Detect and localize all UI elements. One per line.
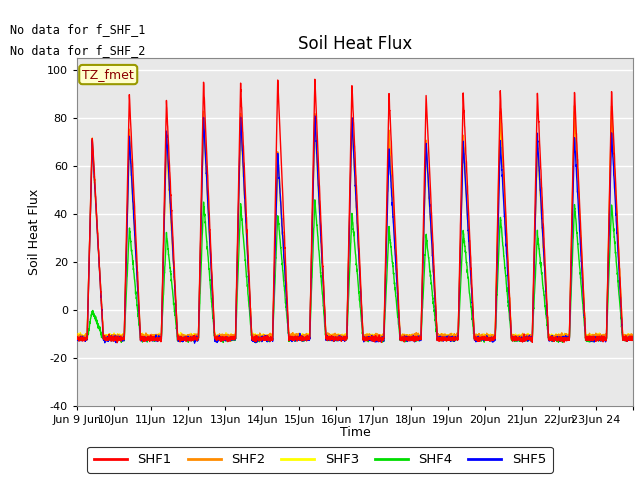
SHF1 <box>629 336 637 342</box>
SHF3 <box>608 108 616 114</box>
SHF5 <box>311 113 319 119</box>
SHF1 <box>73 335 81 341</box>
Legend: SHF1, SHF2, SHF3, SHF4, SHF5: SHF1, SHF2, SHF3, SHF4, SHF5 <box>87 447 553 473</box>
SHF2 <box>629 335 637 341</box>
SHF3 <box>577 228 584 234</box>
SHF3 <box>410 332 417 338</box>
SHF4 <box>73 336 81 342</box>
SHF1 <box>311 76 319 82</box>
SHF1 <box>629 336 637 341</box>
SHF2 <box>73 335 81 340</box>
SHF4 <box>577 276 584 281</box>
SHF2 <box>419 264 427 269</box>
SHF5 <box>73 336 81 342</box>
Title: Soil Heat Flux: Soil Heat Flux <box>298 35 412 53</box>
SHF3 <box>227 338 235 344</box>
SHF2 <box>629 331 637 337</box>
SHF2 <box>577 227 584 232</box>
SHF3 <box>629 334 637 339</box>
SHF2 <box>192 334 200 340</box>
SHF4 <box>410 335 417 341</box>
X-axis label: Time: Time <box>340 426 371 440</box>
SHF1 <box>192 335 200 341</box>
SHF2 <box>228 334 236 339</box>
Text: No data for f_SHF_1: No data for f_SHF_1 <box>10 23 145 36</box>
SHF4 <box>629 336 637 341</box>
SHF1 <box>228 335 236 340</box>
SHF3 <box>192 333 200 338</box>
SHF5 <box>228 336 236 342</box>
SHF5 <box>191 340 198 346</box>
Line: SHF1: SHF1 <box>77 79 633 343</box>
SHF1 <box>113 340 121 346</box>
SHF5 <box>410 334 417 340</box>
SHF4 <box>192 336 200 342</box>
SHF5 <box>419 252 427 258</box>
SHF2 <box>620 337 628 343</box>
SHF5 <box>629 335 637 340</box>
SHF5 <box>577 242 584 248</box>
Line: SHF2: SHF2 <box>77 106 633 340</box>
SHF4 <box>311 197 319 203</box>
SHF1 <box>410 334 417 339</box>
Line: SHF4: SHF4 <box>77 200 633 342</box>
SHF4 <box>419 293 427 299</box>
SHF3 <box>629 332 637 338</box>
Text: TZ_fmet: TZ_fmet <box>83 68 134 81</box>
SHF1 <box>419 232 427 238</box>
Line: SHF3: SHF3 <box>77 111 633 341</box>
SHF2 <box>571 103 579 108</box>
SHF5 <box>629 337 637 343</box>
SHF1 <box>577 221 584 227</box>
SHF5 <box>192 337 200 343</box>
Line: SHF5: SHF5 <box>77 116 633 343</box>
SHF3 <box>228 333 236 338</box>
SHF4 <box>629 336 637 341</box>
SHF4 <box>228 337 236 343</box>
Text: No data for f_SHF_2: No data for f_SHF_2 <box>10 44 145 57</box>
SHF3 <box>73 333 81 339</box>
SHF2 <box>409 333 417 339</box>
SHF3 <box>419 262 427 267</box>
Y-axis label: Soil Heat Flux: Soil Heat Flux <box>28 189 41 275</box>
SHF4 <box>220 339 227 345</box>
